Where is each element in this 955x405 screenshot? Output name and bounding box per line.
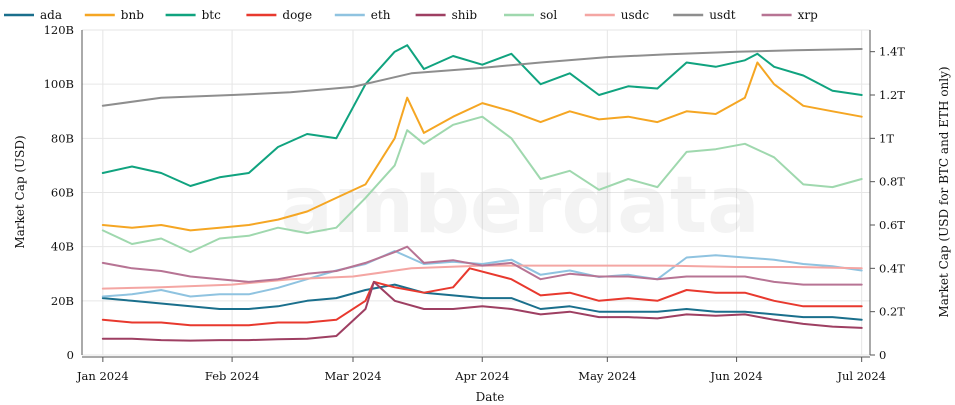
series-line-btc	[101, 44, 863, 187]
x-tick-label: Jun 2024	[709, 369, 762, 383]
y-right-tick-label: 1.4T	[879, 45, 905, 59]
legend-item-sol: sol	[504, 8, 557, 22]
legend-item-usdt: usdt	[673, 8, 736, 22]
legend-label-doge: doge	[282, 8, 312, 22]
series-line-bnb	[101, 61, 863, 232]
legend: ada bnb btc doge eth shib sol usdc usdt xrp	[4, 8, 818, 22]
legend-label-ada: ada	[40, 8, 62, 22]
y-right-tick-label: 0.8T	[879, 175, 905, 189]
legend-label-btc: btc	[202, 8, 222, 22]
x-tick-label: Apr 2024	[454, 369, 509, 383]
axis-layer: 0 20B 40B 60B 80B 100B 120B 0 0.2T 0.4T 0.6T 0.8T 1T…	[44, 23, 906, 383]
series-layer	[101, 44, 863, 342]
y-right-tick-label: 1.2T	[879, 88, 905, 102]
legend-item-usdc: usdc	[584, 8, 650, 22]
y-left-tick-label: 20B	[51, 294, 74, 308]
y-left-tick-label: 80B	[51, 131, 74, 145]
grid-layer	[82, 29, 870, 356]
series-line-usdt	[101, 48, 863, 107]
watermark-text: amberdata	[280, 161, 760, 251]
y-left-tick-label: 40B	[51, 240, 74, 254]
y-right-tick-label: 0	[879, 348, 886, 362]
series-line-eth	[101, 250, 863, 298]
y-right-tick-label: 0.6T	[879, 218, 905, 232]
legend-item-eth: eth	[334, 8, 391, 22]
series-line-doge	[101, 267, 863, 327]
y-right-tick-label: 0.4T	[879, 261, 905, 275]
x-tick-label: Jul 2024	[836, 369, 886, 383]
y-axis-right-title: Market Cap (USD for BTC and ETH only)	[937, 66, 951, 317]
series-line-sol	[101, 115, 863, 254]
legend-label-xrp: xrp	[798, 8, 819, 22]
y-left-tick-label: 60B	[51, 186, 74, 200]
x-tick-label: Feb 2024	[205, 369, 259, 383]
legend-item-xrp: xrp	[761, 8, 819, 22]
y-left-tick-label: 0	[67, 348, 74, 362]
series-line-ada	[101, 283, 863, 321]
legend-label-usdc: usdc	[621, 8, 650, 22]
y-right-tick-label: 1T	[879, 131, 894, 145]
y-left-tick-label: 120B	[44, 23, 74, 37]
legend-label-bnb: bnb	[121, 8, 144, 22]
legend-item-ada: ada	[4, 8, 62, 22]
y-axis-left-title: Market Cap (USD)	[13, 135, 27, 248]
legend-label-shib: shib	[452, 8, 478, 22]
y-right-tick-label: 0.2T	[879, 305, 905, 319]
legend-label-usdt: usdt	[709, 8, 736, 22]
series-line-shib	[101, 280, 863, 342]
legend-item-shib: shib	[415, 8, 478, 22]
legend-item-bnb: bnb	[84, 8, 144, 22]
x-tick-label: Jan 2024	[76, 369, 129, 383]
x-tick-label: May 2024	[578, 369, 636, 383]
legend-item-doge: doge	[246, 8, 312, 22]
legend-label-sol: sol	[540, 8, 557, 22]
legend-item-btc: btc	[165, 8, 222, 22]
x-axis-title: Date	[476, 390, 505, 404]
y-left-tick-label: 100B	[44, 77, 74, 91]
legend-label-eth: eth	[371, 8, 391, 22]
series-line-xrp	[101, 245, 863, 286]
x-tick-label: Mar 2024	[324, 369, 381, 383]
